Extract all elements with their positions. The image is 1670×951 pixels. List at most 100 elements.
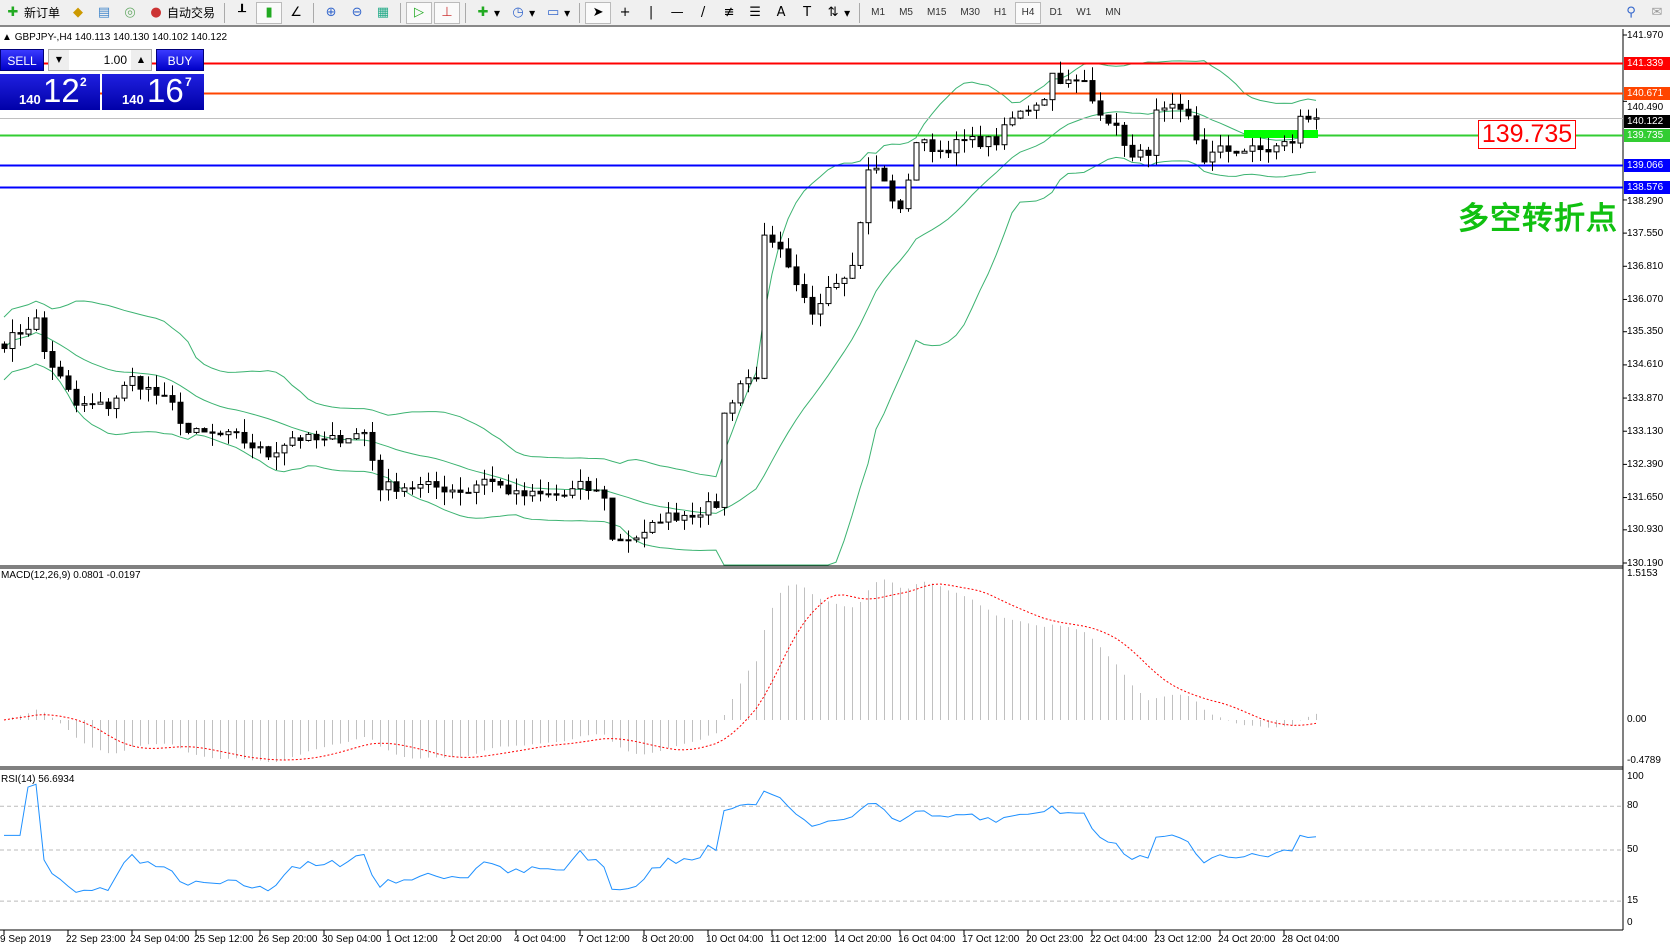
bull-candle [1241, 150, 1248, 154]
timeframe-m5[interactable]: M5 [899, 7, 913, 18]
cursor-button[interactable]: ➤ [585, 1, 612, 24]
bull-candle [1009, 117, 1016, 126]
bear-candle [1305, 115, 1312, 120]
timeframe-m15[interactable]: M15 [926, 7, 947, 18]
navigator-button[interactable]: ▤ [92, 2, 116, 24]
bull-candle [97, 401, 104, 405]
bull-candle [721, 412, 728, 508]
indicators-button[interactable]: ✚ ▾ [471, 2, 504, 24]
cursor-icon: ➤ [592, 4, 604, 20]
crosshair-button[interactable]: + [613, 2, 637, 24]
reversal-point-text[interactable]: 多空转折点 [1458, 201, 1618, 237]
time-label: 26 Sep 20:00 [258, 934, 318, 945]
bull-candle [273, 452, 280, 458]
bull-candle [321, 438, 328, 441]
bear-candle [185, 422, 192, 433]
bull-candle [1081, 80, 1088, 83]
zoom-in-button[interactable]: ⊕ [319, 2, 343, 24]
bear-candle [585, 480, 592, 492]
navigator-icon: ▤ [97, 4, 111, 20]
sell-price-panel[interactable]: 140 12 2 [0, 72, 100, 110]
text-button[interactable]: A [769, 2, 793, 24]
bear-candle [41, 317, 48, 353]
lot-decrease-button[interactable]: ▼ [49, 50, 69, 70]
price-axis-label: 136.070 [1627, 293, 1664, 305]
templates-button[interactable]: ▭ ▾ [546, 4, 571, 20]
periods-button[interactable]: ◷ ▾ [506, 2, 539, 24]
trendline-button[interactable]: / [691, 2, 715, 24]
bull-candle [281, 444, 288, 454]
bear-candle [993, 136, 1000, 146]
bear-candle [73, 388, 80, 406]
chart-header: ▲ GBPJPY-,H4 140.113 140.130 140.102 140… [2, 32, 228, 43]
vertical-line-icon: | [648, 4, 654, 20]
horizontal-line-button[interactable]: — [665, 2, 689, 24]
price-axis-label: 136.810 [1627, 260, 1664, 272]
buy-price-pip: 7 [185, 75, 192, 89]
zoom-out-button[interactable]: ⊖ [345, 2, 369, 24]
line-chart-button[interactable]: ∠ [284, 2, 308, 24]
channel-icon: ≢ [723, 4, 735, 20]
tile-windows-button[interactable]: ▦ [371, 2, 395, 24]
chat-button[interactable]: ✉ [1645, 2, 1669, 24]
bull-candle [449, 489, 456, 493]
macd-label: MACD(12,26,9) 0.0801 -0.0197 [1, 570, 141, 581]
search-icon: ⚲ [1626, 4, 1636, 20]
search-button[interactable]: ⚲ [1619, 2, 1643, 24]
divider [400, 2, 402, 23]
price-annotation-label[interactable]: 139.735 [1478, 120, 1576, 149]
chart-canvas[interactable] [0, 29, 1670, 951]
time-label: 24 Oct 20:00 [1218, 934, 1276, 945]
divider [465, 2, 467, 23]
bull-candle [361, 431, 368, 435]
timeframe-h1[interactable]: H1 [993, 7, 1007, 18]
new-order-button[interactable]: ✚ 新订单 [1, 2, 64, 24]
timeframe-d1[interactable]: D1 [1049, 7, 1063, 18]
bull-candle [649, 521, 656, 533]
bar-chart-button[interactable]: ┸ [230, 2, 254, 24]
bear-candle [65, 375, 72, 390]
timeframe-m1[interactable]: M1 [871, 7, 886, 18]
timeframe-m30[interactable]: M30 [960, 7, 980, 18]
timeframe-w1[interactable]: W1 [1076, 7, 1092, 18]
bull-candle [1217, 145, 1224, 153]
bull-candle [121, 384, 128, 399]
zoom-out-icon: ⊖ [351, 4, 363, 20]
arrows-button[interactable]: ⇅ ▾ [821, 2, 854, 24]
chart-shift-button[interactable]: ⊥ [434, 1, 461, 24]
bear-candle [89, 403, 96, 406]
timeframe-h4[interactable]: H4 [1014, 1, 1042, 24]
tile-icon: ▦ [376, 4, 390, 20]
time-label: 22 Oct 04:00 [1090, 934, 1148, 945]
bull-candle [697, 514, 704, 518]
bull-candle [1249, 145, 1256, 152]
sell-price-prefix: 140 [19, 92, 41, 107]
lot-size-field[interactable]: ▼ 1.00 ▲ [48, 49, 152, 71]
bull-candle [481, 478, 488, 486]
candlestick-button[interactable]: ▮ [256, 1, 283, 24]
sell-button[interactable]: SELL [0, 49, 44, 71]
signals-button[interactable]: ◎ [118, 2, 142, 24]
text-label-button[interactable]: T [795, 2, 819, 24]
bear-candle [265, 446, 272, 458]
market-watch-button[interactable]: ◆ [66, 2, 90, 24]
bear-candle [393, 481, 400, 492]
bear-candle [561, 494, 568, 497]
price-axis-label: 141.970 [1627, 29, 1664, 41]
bull-candle [657, 521, 664, 524]
equidistant-channel-button[interactable]: ≢ [717, 2, 741, 24]
lot-increase-button[interactable]: ▲ [131, 50, 151, 70]
auto-scroll-button[interactable]: ▷ [406, 1, 433, 24]
bull-candle [921, 139, 928, 144]
bear-candle [249, 442, 256, 449]
auto-trading-button[interactable]: ● 自动交易 [144, 2, 219, 24]
buy-button[interactable]: BUY [156, 49, 204, 71]
bear-candle [489, 478, 496, 483]
vertical-line-button[interactable]: | [639, 2, 663, 24]
bull-candle [1313, 117, 1320, 120]
buy-price-panel[interactable]: 140 16 7 [102, 72, 204, 110]
fibonacci-button[interactable]: ☰ [743, 2, 767, 24]
timeframe-mn[interactable]: MN [1105, 7, 1121, 18]
bear-candle [1057, 72, 1064, 84]
rsi-axis-label: 50 [1627, 844, 1639, 855]
